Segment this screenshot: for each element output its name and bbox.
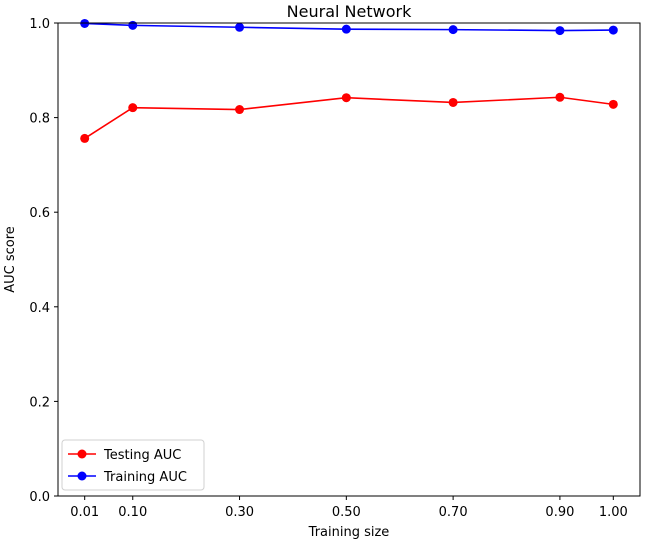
x-tick-label: 0.90	[545, 505, 574, 520]
data-point	[555, 92, 565, 102]
legend-item: Testing AUC	[68, 448, 181, 463]
x-tick-label: 0.70	[439, 505, 468, 520]
data-point	[235, 105, 245, 115]
plot-frame	[57, 22, 641, 497]
y-tick-label: 0.0	[29, 490, 50, 505]
x-tick-label: 1.00	[599, 505, 628, 520]
data-point	[448, 97, 458, 107]
x-axis-label: Training size	[308, 525, 390, 540]
x-axis: 0.01 0.10 0.30 0.50 0.70 0.90 1.00	[70, 496, 628, 520]
x-tick-label: 0.30	[225, 505, 254, 520]
legend-marker	[77, 471, 87, 481]
chart-title: Neural Network	[287, 2, 412, 21]
x-tick-label: 0.10	[118, 505, 147, 520]
legend-item: Training AUC	[68, 470, 187, 485]
data-point	[608, 25, 618, 35]
data-point	[235, 22, 245, 32]
series-line	[84, 96, 614, 140]
legend-label: Testing AUC	[103, 448, 181, 463]
y-tick-label: 0.4	[29, 301, 50, 316]
legend-label: Training AUC	[103, 470, 187, 485]
y-tick-label: 0.8	[29, 112, 50, 127]
data-point	[341, 24, 351, 34]
data-point	[448, 25, 458, 35]
data-point	[341, 93, 351, 103]
legend-marker	[77, 449, 87, 459]
plot-area	[80, 18, 618, 143]
legend-box	[61, 439, 205, 491]
x-tick-label: 0.01	[70, 505, 99, 520]
data-point	[555, 26, 565, 36]
y-tick-label: 0.2	[29, 395, 50, 410]
data-point	[128, 20, 138, 30]
y-axis: 0.0 0.2 0.4 0.6 0.8 1.0	[29, 17, 58, 505]
data-point	[608, 99, 618, 109]
series-training-auc	[80, 18, 618, 36]
y-tick-label: 0.6	[29, 206, 50, 221]
data-point	[80, 133, 90, 143]
series-testing-auc	[80, 92, 618, 143]
y-axis-label: AUC score	[3, 226, 18, 293]
y-tick-label: 1.0	[29, 17, 50, 32]
x-tick-label: 0.50	[332, 505, 361, 520]
legend: Testing AUC Training AUC	[61, 439, 205, 491]
data-point	[128, 103, 138, 113]
